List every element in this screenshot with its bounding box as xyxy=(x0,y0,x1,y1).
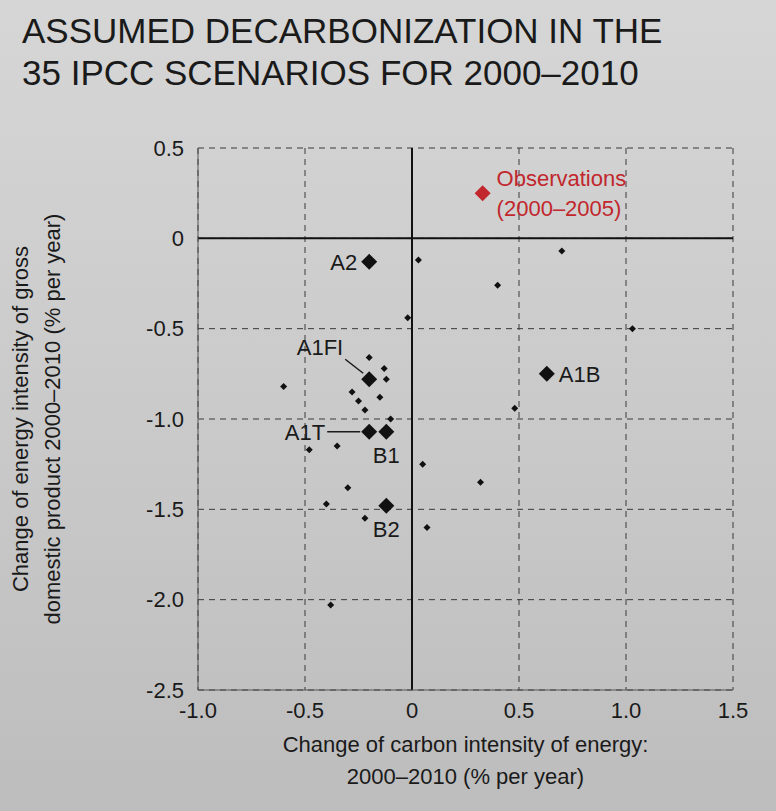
svg-text:-1.0: -1.0 xyxy=(179,698,217,723)
svg-text:A1B: A1B xyxy=(559,362,601,387)
svg-text:-2.0: -2.0 xyxy=(146,587,184,612)
svg-text:A2: A2 xyxy=(330,250,357,275)
svg-text:2000–2010 (% per year): 2000–2010 (% per year) xyxy=(347,764,584,789)
svg-text:-0.5: -0.5 xyxy=(286,698,324,723)
svg-text:-1.5: -1.5 xyxy=(146,497,184,522)
svg-text:-1.0: -1.0 xyxy=(146,407,184,432)
svg-text:-2.5: -2.5 xyxy=(146,678,184,703)
svg-text:domestic product 2000–2010 (%: domestic product 2000–2010 (% per year) xyxy=(40,214,65,625)
svg-text:Observations: Observations xyxy=(497,166,627,191)
html-text:ASSUMED DECARBONIZATION IN THE: ASSUMED DECARBONIZATION IN THE 35 IPCC S… xyxy=(22,11,663,92)
svg-text:A1T: A1T xyxy=(285,420,325,445)
svg-text:B1: B1 xyxy=(373,443,400,468)
svg-text:1.5: 1.5 xyxy=(718,698,749,723)
svg-text:1.0: 1.0 xyxy=(611,698,642,723)
svg-text:0: 0 xyxy=(406,698,418,723)
svg-text:A1FI: A1FI xyxy=(297,335,343,360)
svg-text:B2: B2 xyxy=(373,517,400,542)
svg-text:Change of carbon intensity of: Change of carbon intensity of energy: xyxy=(283,732,649,757)
svg-text:Change of energy intensity of: Change of energy intensity of gross xyxy=(8,246,33,592)
svg-text:0.5: 0.5 xyxy=(153,136,184,161)
svg-text:0: 0 xyxy=(172,226,184,251)
svg-text:0.5: 0.5 xyxy=(504,698,535,723)
svg-text:-0.5: -0.5 xyxy=(146,316,184,341)
svg-text:(2000–2005): (2000–2005) xyxy=(497,196,622,221)
